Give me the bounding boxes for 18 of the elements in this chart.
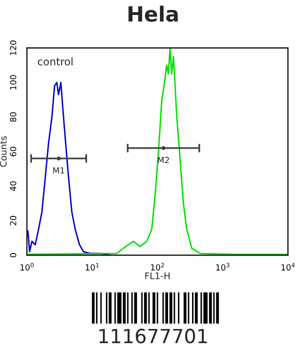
y-tick-label: 20 bbox=[10, 216, 16, 226]
y-tick-label: 120 bbox=[10, 40, 16, 55]
y-tick-label: 80 bbox=[10, 112, 16, 122]
x-tick-label: 10$^{0}$ bbox=[20, 262, 34, 271]
y-tick-label: 0 bbox=[10, 253, 16, 258]
y-tick-label: 40 bbox=[10, 181, 16, 191]
y-tick-label: 60 bbox=[10, 146, 16, 156]
x-axis-title: FL1-H bbox=[145, 272, 170, 280]
annotation: control bbox=[38, 57, 72, 66]
x-tick-label: 10$^{2}$ bbox=[151, 262, 164, 271]
series-label: M1 bbox=[53, 167, 64, 174]
y-tick-label: 100 bbox=[10, 75, 16, 90]
x-tick-label: 10$^{3}$ bbox=[216, 262, 230, 271]
x-tick-label: 10$^{1}$ bbox=[86, 263, 99, 271]
text: 111677701 bbox=[99, 328, 207, 344]
chart-title: Hela bbox=[128, 6, 178, 22]
y-axis-title: Counts bbox=[0, 136, 7, 167]
x-tick-label: 10$^{4}$ bbox=[282, 263, 295, 271]
